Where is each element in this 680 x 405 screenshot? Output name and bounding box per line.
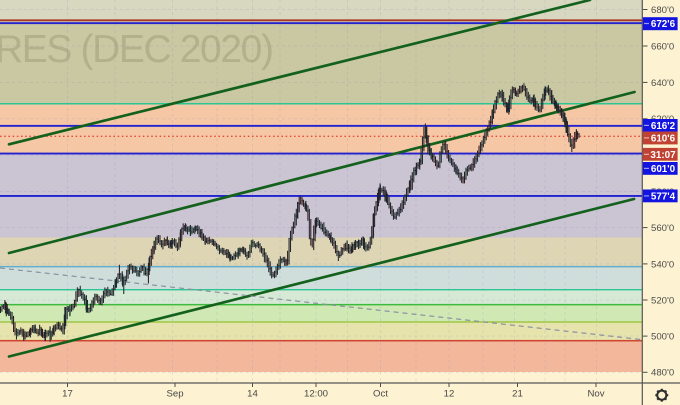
svg-text:610'6: 610'6 [651, 133, 676, 144]
svg-text:RES (DEC 2020): RES (DEC 2020) [0, 28, 274, 71]
svg-text:21: 21 [512, 389, 523, 400]
svg-text:Sep: Sep [166, 389, 183, 400]
svg-text:640'0: 640'0 [651, 78, 674, 89]
svg-text:12: 12 [444, 389, 455, 400]
svg-text:12:00: 12:00 [304, 389, 328, 400]
svg-text:540'0: 540'0 [651, 259, 674, 270]
svg-text:560'0: 560'0 [651, 223, 674, 234]
svg-text:Oct: Oct [373, 389, 388, 400]
svg-text:17: 17 [62, 389, 73, 400]
svg-text:577'4: 577'4 [651, 191, 676, 202]
svg-text:31:07: 31:07 [650, 150, 676, 161]
svg-text:14: 14 [247, 389, 258, 400]
svg-text:520'0: 520'0 [651, 295, 674, 306]
svg-text:672'6: 672'6 [651, 19, 676, 30]
svg-text:680'0: 680'0 [651, 5, 674, 16]
svg-text:Nov: Nov [587, 389, 604, 400]
svg-text:480'0: 480'0 [651, 368, 674, 379]
svg-text:616'2: 616'2 [651, 121, 676, 132]
svg-text:601'0: 601'0 [651, 164, 676, 175]
svg-text:500'0: 500'0 [651, 332, 674, 343]
svg-text:660'0: 660'0 [651, 41, 674, 52]
